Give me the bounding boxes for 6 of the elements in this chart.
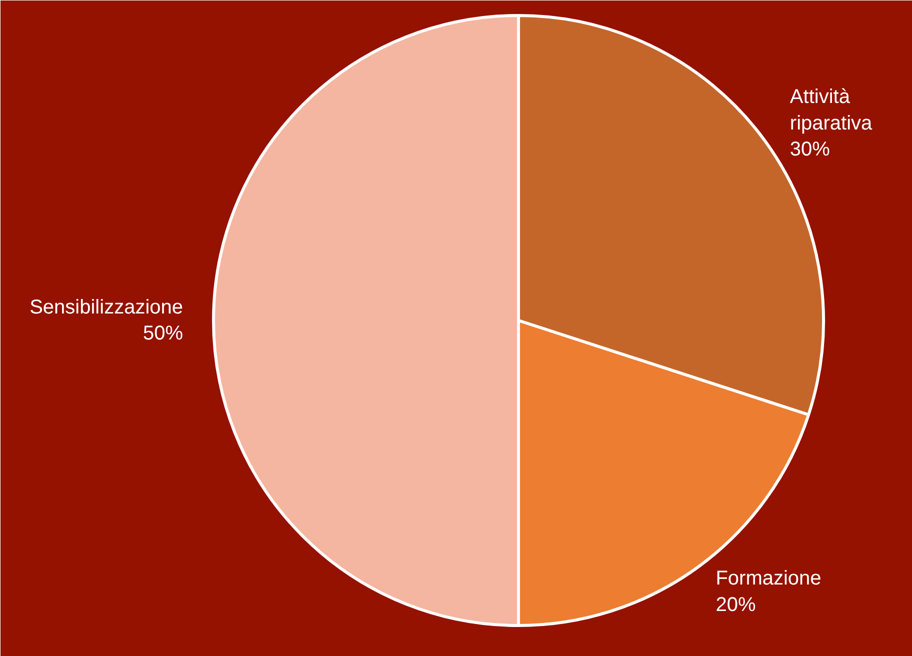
data-label: 20% xyxy=(716,594,756,616)
data-label: 30% xyxy=(790,138,830,161)
slice-label: Attività riparativa xyxy=(790,86,874,134)
slice-label: Sensibilizzazione xyxy=(30,296,184,318)
slice-label: Formazione xyxy=(716,568,822,590)
data-label: 50% xyxy=(142,322,184,345)
